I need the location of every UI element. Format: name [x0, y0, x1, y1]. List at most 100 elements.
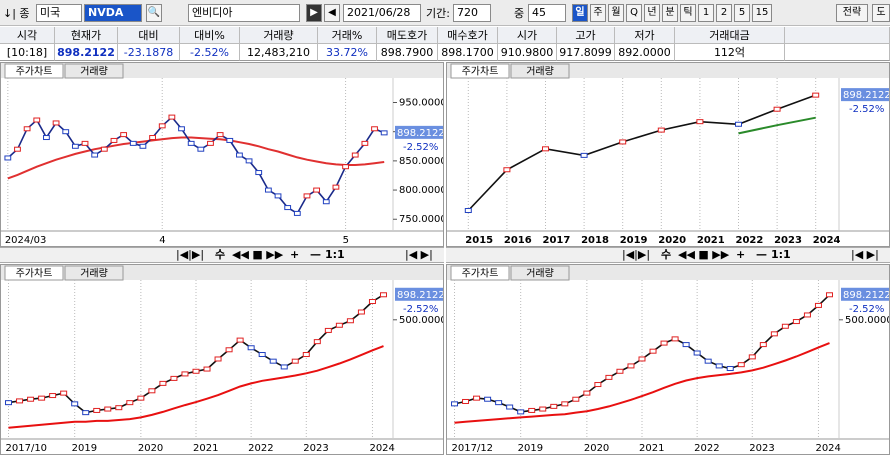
chart-panel: 주가차트거래량950.0000900.0000850.0000800.00007…	[0, 62, 444, 247]
price-point	[594, 382, 602, 388]
price-point	[351, 152, 359, 158]
market-select[interactable]: 미국	[36, 4, 82, 22]
mode: 종	[19, 7, 30, 20]
price-point	[16, 398, 24, 404]
scroll-control[interactable]: 1:1	[325, 248, 345, 261]
price-point	[149, 135, 156, 141]
price-point	[517, 409, 525, 415]
price-point	[696, 119, 704, 125]
scroll-ends[interactable]: |◀ ▶|	[405, 248, 433, 261]
price-point	[203, 366, 211, 372]
symbol-input[interactable]: NVDA	[84, 4, 142, 22]
price-point	[715, 363, 723, 369]
price-point	[192, 368, 200, 374]
scroll-icons[interactable]: ◀◀ ■ ▶▶	[678, 248, 730, 261]
price-point	[332, 184, 340, 190]
date-input[interactable]: 2021/06/28	[343, 4, 421, 22]
price-point	[137, 395, 145, 401]
strategy-button[interactable]: 전략	[836, 4, 868, 22]
scroll-control[interactable]: —	[310, 248, 321, 261]
price-point	[236, 337, 244, 343]
change-label: -2.52%	[403, 142, 438, 153]
more-button[interactable]: 도	[872, 4, 890, 22]
price-point	[580, 152, 588, 158]
quote-header: 고가	[557, 27, 615, 44]
price-point	[371, 126, 378, 132]
price-point	[773, 106, 781, 112]
scroll-arrows[interactable]: |◀|▶|	[622, 248, 651, 261]
price-point	[216, 132, 224, 138]
price-point	[187, 140, 195, 146]
scroll-control[interactable]: 수	[661, 248, 672, 261]
price-label-box	[841, 287, 889, 301]
quote-header: 대비	[118, 27, 180, 44]
next-button[interactable]: ▶	[306, 4, 322, 22]
interval-button[interactable]: 주	[590, 4, 606, 22]
x-tick-label: 2024	[369, 443, 394, 454]
interval-button[interactable]: 1	[698, 4, 714, 22]
quote-header: 시가	[498, 27, 557, 44]
scroll-icons[interactable]: ◀◀ ■ ▶▶	[232, 248, 284, 261]
tab[interactable]	[4, 63, 64, 79]
price-point	[71, 143, 79, 149]
tab[interactable]	[64, 63, 124, 79]
tab[interactable]	[510, 265, 570, 281]
scroll-control[interactable]: —	[756, 248, 767, 261]
name-input[interactable]: 엔비디아	[188, 4, 300, 22]
interval-button[interactable]: Q	[626, 4, 642, 22]
tab[interactable]	[450, 63, 510, 79]
tab[interactable]	[64, 265, 124, 281]
scroll-control[interactable]: 1:1	[771, 248, 791, 261]
interval-button[interactable]: 월	[608, 4, 624, 22]
scroll-control[interactable]: +	[736, 248, 746, 261]
scroll-control[interactable]: +	[290, 248, 300, 261]
search-button[interactable]: 🔍	[146, 4, 162, 22]
range-label: 중	[514, 7, 525, 20]
price-line	[467, 94, 816, 212]
tab[interactable]	[4, 265, 64, 281]
price-point	[693, 350, 701, 356]
interval-button[interactable]: 일	[572, 4, 588, 22]
tab[interactable]	[510, 63, 570, 79]
price-point	[120, 132, 128, 138]
interval-button[interactable]: 틱	[680, 4, 696, 22]
price-point	[583, 390, 591, 396]
scroll-bar: |◀|▶| 수 + — 1:1 ◀◀ ■ ▶▶ |◀ ▶|	[446, 247, 890, 263]
interval-button[interactable]: 년	[644, 4, 660, 22]
price-point	[379, 292, 387, 298]
scroll-arrows[interactable]: |◀|▶|	[176, 248, 205, 261]
price-point	[313, 339, 321, 345]
price-point	[104, 406, 112, 412]
tab[interactable]	[450, 265, 510, 281]
price-label-box	[395, 125, 443, 139]
price-point	[649, 348, 657, 354]
y-tick-label: 950.0000	[399, 98, 444, 109]
y-tick-label: 750.0000	[399, 214, 444, 225]
price-point	[726, 366, 734, 372]
range-input[interactable]: 45	[528, 4, 566, 22]
price-point	[528, 407, 536, 413]
price-line	[7, 115, 385, 215]
interval-button[interactable]: 5	[734, 4, 750, 22]
moving-average	[8, 345, 384, 429]
quote-header-blank	[785, 27, 890, 44]
price-point	[236, 152, 243, 158]
period-input[interactable]: 720	[453, 4, 491, 22]
quote-value: 917.8099	[557, 44, 615, 61]
tab-label: 주가차트	[16, 268, 53, 280]
price-point	[258, 352, 266, 358]
quote-value: 910.9800	[498, 44, 557, 61]
scroll-control[interactable]: 수	[215, 248, 226, 261]
price-point	[803, 312, 811, 318]
period-label: 기간:	[426, 7, 450, 20]
scroll-ends[interactable]: |◀ ▶|	[851, 248, 879, 261]
price-point	[226, 137, 234, 143]
y-tick-label: 800.0000	[399, 185, 444, 196]
price-point	[495, 400, 503, 406]
price-point	[60, 390, 68, 396]
interval-button[interactable]: 15	[752, 4, 772, 22]
prev-button[interactable]: ◀	[324, 4, 340, 22]
price-point	[451, 401, 459, 407]
interval-button[interactable]: 2	[716, 4, 732, 22]
interval-button[interactable]: 분	[662, 4, 678, 22]
